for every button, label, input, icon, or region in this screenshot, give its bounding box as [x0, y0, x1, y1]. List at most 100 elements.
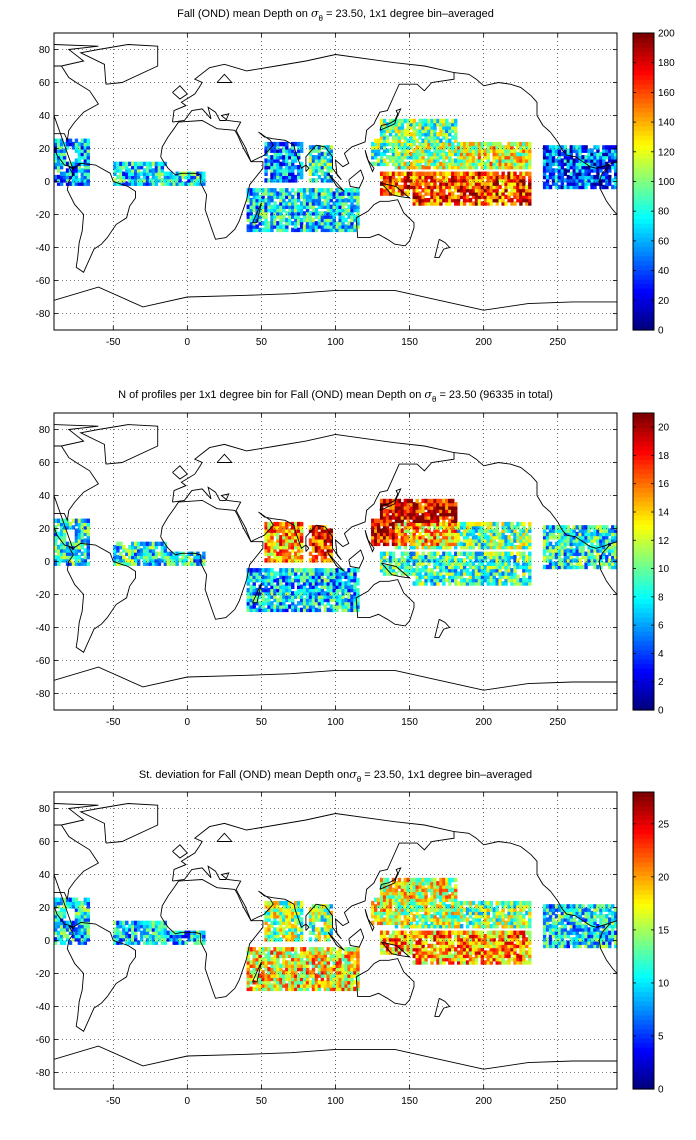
bin-cell [136, 558, 141, 563]
bin-cell [311, 528, 316, 533]
bin-cell [483, 574, 488, 580]
bin-cell [148, 181, 153, 186]
colorbar-step [633, 139, 654, 145]
bin-cell [77, 924, 82, 929]
bin-cell [160, 920, 165, 926]
bin-cell [246, 587, 251, 593]
bin-cell [270, 221, 274, 226]
bin-cell [323, 191, 328, 196]
bin-cell [317, 151, 322, 157]
colorbar-tick-label: 160 [658, 88, 675, 99]
bin-cell [442, 574, 446, 580]
bin-cell [468, 558, 473, 563]
colorbar-step [633, 302, 654, 308]
bin-cell [412, 191, 416, 196]
bin-cell [578, 184, 582, 190]
bin-cell [454, 571, 458, 576]
bin-cell [471, 551, 476, 556]
bin-cell [86, 174, 90, 180]
bin-cell [62, 161, 67, 167]
bin-cell [374, 148, 378, 153]
bin-cell [391, 521, 396, 527]
bin-cell [492, 161, 496, 167]
bin-cell [74, 930, 79, 935]
coastline [305, 163, 310, 172]
bin-cell [516, 174, 520, 180]
colorbar-tick-label: 60 [658, 236, 670, 247]
bin-cell [356, 204, 360, 209]
bin-cell [448, 525, 452, 530]
bin-cell [557, 545, 562, 550]
bin-cell [122, 937, 126, 942]
bin-cell [160, 181, 165, 186]
bin-cell [406, 132, 411, 137]
bin-cell [572, 158, 576, 163]
bin-cell [442, 128, 446, 134]
bin-cell [279, 211, 283, 216]
bin-cell [451, 541, 455, 547]
bin-cell [323, 568, 328, 573]
bin-cell [329, 548, 333, 553]
bin-cell [74, 897, 79, 902]
bin-cell [614, 151, 617, 157]
bin-cell [323, 581, 328, 586]
bin-cell [59, 148, 64, 153]
bin-cell [86, 535, 90, 540]
bin-cell [258, 594, 262, 599]
bin-cell [282, 551, 286, 556]
bin-cell [563, 551, 568, 556]
bin-cell [451, 191, 455, 196]
bin-cell [554, 174, 559, 180]
bin-cell [605, 174, 609, 180]
bin-cell [415, 578, 419, 583]
bin-cell [581, 165, 585, 170]
bin-cell [569, 148, 573, 153]
bin-cell [385, 528, 390, 533]
bin-cell [134, 181, 138, 186]
bin-cell [397, 188, 402, 193]
bin-cell [605, 168, 609, 173]
x-tick-label: 0 [185, 337, 191, 348]
bin-cell [83, 907, 88, 912]
bin-cell [528, 538, 532, 543]
bin-cell [504, 174, 508, 180]
bin-cell [430, 171, 434, 176]
bin-cell [305, 214, 310, 219]
bin-cell [596, 525, 600, 530]
bin-cell [602, 171, 606, 176]
bin-cell [379, 132, 384, 137]
colorbar-step [633, 663, 654, 669]
bin-cell [459, 564, 464, 570]
bin-cell [282, 535, 286, 540]
bin-cell [519, 191, 523, 196]
bin-cell [273, 528, 277, 533]
bin-cell [296, 168, 301, 173]
bin-cell [320, 227, 325, 233]
bin-cell [323, 538, 328, 543]
bin-cell [371, 525, 375, 530]
bin-cell [264, 178, 268, 183]
bin-cell [71, 178, 76, 183]
y-tick-label: 40 [39, 491, 51, 502]
bin-cell [317, 214, 322, 219]
bin-cell [332, 217, 336, 223]
colorbar-step [633, 621, 654, 628]
colorbar-step [633, 658, 654, 665]
bin-cell [59, 525, 64, 530]
colorbar-step [633, 524, 654, 530]
bin-cell [465, 188, 470, 193]
bin-cell [409, 535, 413, 540]
bin-cell [427, 578, 431, 583]
bin-cell [160, 545, 165, 550]
bin-cell [489, 184, 493, 190]
bin-cell [335, 568, 339, 573]
bin-cell [427, 531, 431, 537]
bin-cell [427, 188, 431, 193]
bin-cell [436, 118, 440, 124]
bin-cell [68, 920, 73, 926]
bin-cell [86, 518, 90, 523]
bin-cell [77, 907, 82, 912]
bin-cell [62, 178, 67, 183]
bin-cell [442, 568, 446, 573]
bin-cell [273, 207, 277, 213]
